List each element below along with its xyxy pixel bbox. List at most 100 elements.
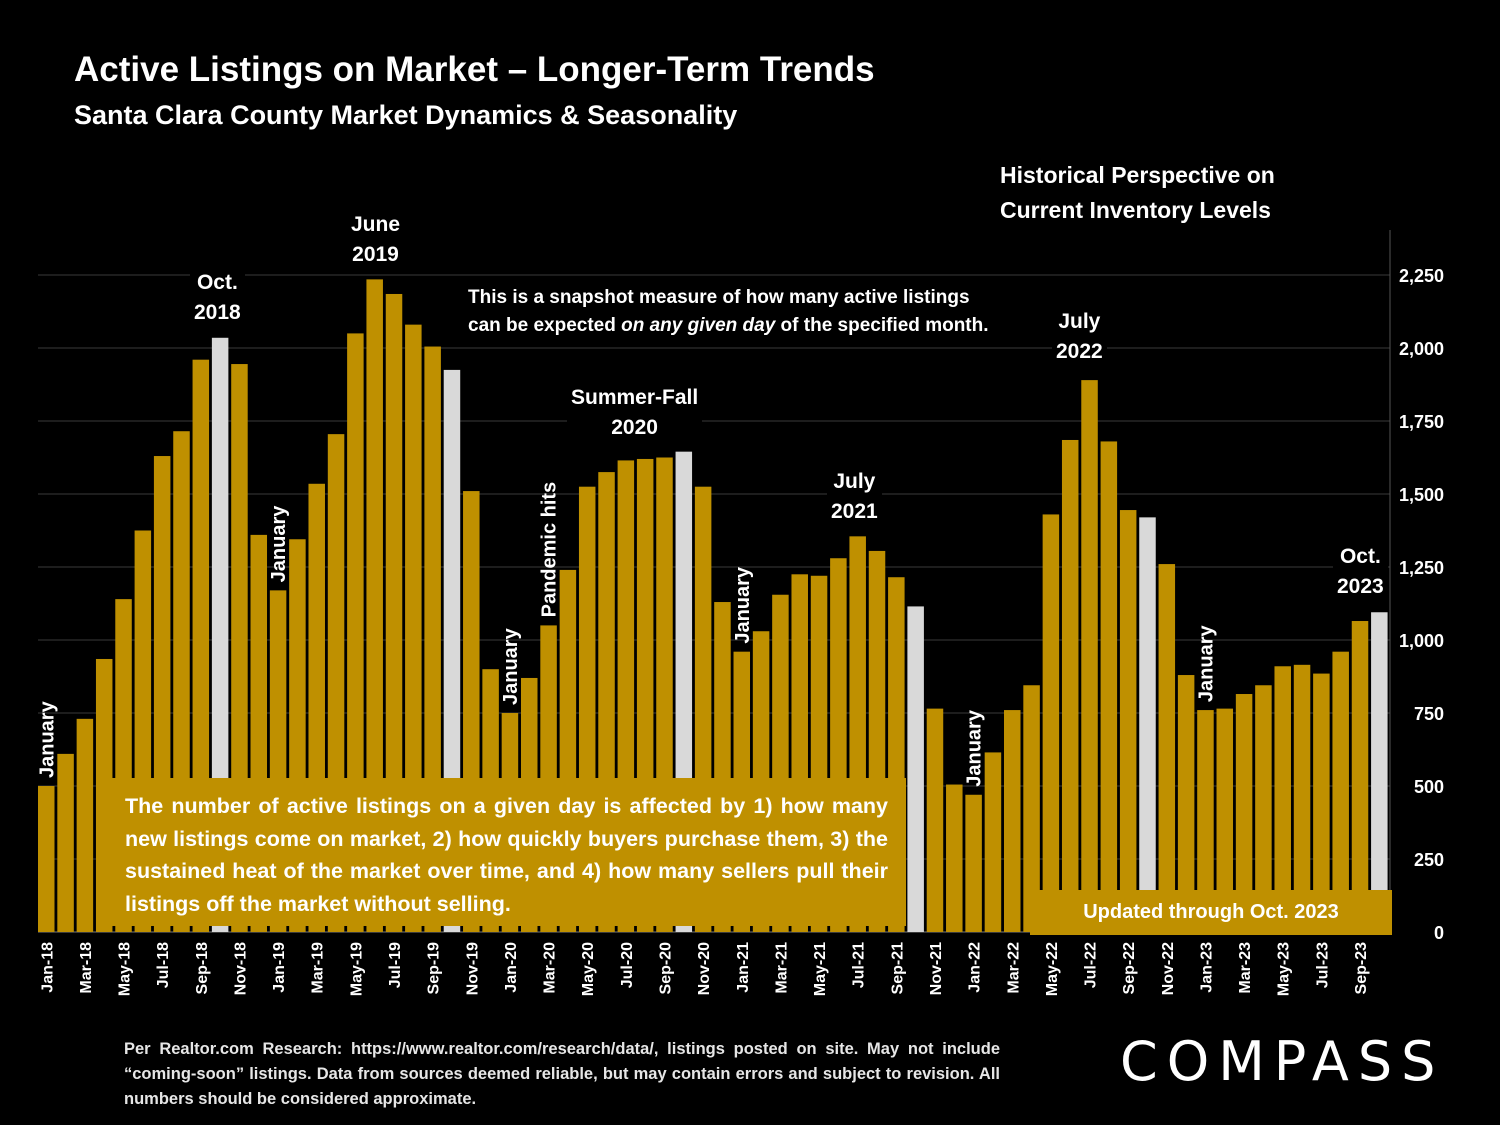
snapshot-line-2-pre: can be expected [468, 315, 622, 336]
bar-jan-18 [38, 786, 55, 932]
bar-mar-18 [76, 718, 94, 932]
bar-jun-19 [366, 279, 383, 932]
perspective-line-1: Historical Perspective on [1000, 162, 1275, 188]
bar-oct-22 [1139, 517, 1156, 932]
x-tick-label: Mar-23 [1237, 942, 1254, 994]
annotation-oct-2023-line-1: Oct. [1339, 545, 1381, 568]
annotation-july-2021-line-2: 2021 [831, 500, 878, 523]
snapshot-line-2-emphasis: on any given day [621, 315, 776, 336]
bar-dec-21 [946, 784, 963, 932]
y-tick-label: 1,750 [1399, 412, 1444, 432]
y-tick-label: 1,500 [1399, 485, 1444, 505]
x-tick-label: Nov-18 [232, 942, 249, 995]
annotation-july-2021: July 2021 [827, 467, 882, 527]
source-footnote: Per Realtor.com Research: https://www.re… [124, 1040, 1000, 1108]
y-tick-label: 500 [1414, 777, 1444, 797]
bar-jun-22 [1061, 439, 1079, 932]
bar-feb-22 [984, 752, 1002, 932]
bar-aug-22 [1100, 441, 1118, 932]
x-tick-label: May-20 [580, 942, 597, 996]
bar-mar-22 [1004, 710, 1021, 932]
annotation-july-2022-line-1: July [1058, 310, 1101, 333]
perspective-line-2: Current Inventory Levels [1000, 197, 1271, 223]
annotation-summer-fall-2020-line-2: 2020 [611, 416, 658, 439]
rotated-annotation-jan-19: January [268, 505, 290, 583]
x-tick-label: Jan-20 [503, 942, 520, 993]
bar-jul-23 [1313, 673, 1330, 932]
annotation-oct-2023-line-2: 2023 [1337, 575, 1384, 598]
y-tick-label: 1,000 [1399, 631, 1444, 651]
page-title: Active Listings on Market – Longer-Term … [74, 50, 875, 89]
x-tick-label: Nov-20 [696, 942, 713, 995]
x-tick-label: May-19 [348, 942, 365, 996]
x-tick-label: Jul-18 [155, 942, 172, 988]
annotation-oct-2018: Oct. 2018 [190, 268, 245, 328]
x-tick-label: Jan-23 [1198, 942, 1215, 993]
x-tick-label: Sep-20 [657, 942, 674, 995]
bar-jan-22 [965, 794, 982, 932]
x-tick-label: Nov-21 [928, 942, 945, 995]
x-axis-ticks: Jan-18 Mar-18 May-18 Jul-18 Sep-18 Nov-18 Jan-… [39, 942, 1370, 996]
annotation-summer-fall-2020-line-1: Summer-Fall [571, 386, 699, 409]
x-tick-label: Jul-23 [1314, 942, 1331, 988]
y-tick-label: 750 [1414, 704, 1444, 724]
x-tick-label: May-22 [1044, 942, 1061, 996]
annotation-june-2019-line-2: 2019 [352, 243, 399, 266]
snapshot-line-1: This is a snapshot measure of how many a… [468, 287, 970, 308]
y-axis-ticks: 0 250 500 750 1,000 1,250 1,500 1,750 2,000 2,250 [1399, 266, 1444, 943]
rotated-annotation-jan-23: January [1195, 624, 1217, 702]
annotation-july-2022: July 2022 [1052, 307, 1107, 367]
x-tick-label: Mar-18 [78, 942, 95, 994]
x-tick-label: May-23 [1276, 942, 1293, 996]
x-tick-label: May-21 [812, 942, 829, 996]
updated-badge: Updated through Oct. 2023 [1030, 890, 1392, 935]
x-tick-label: Jan-18 [39, 942, 56, 993]
bar-feb-23 [1216, 708, 1234, 932]
bar-mar-23 [1235, 694, 1253, 932]
annotation-july-2021-line-1: July [833, 470, 876, 493]
bar-nov-21 [926, 708, 944, 932]
x-tick-label: Jan-19 [271, 942, 288, 993]
x-tick-label: Mar-19 [310, 942, 327, 994]
bar-sep-23 [1351, 621, 1369, 932]
x-tick-label: Nov-19 [464, 942, 481, 995]
snapshot-line-2: can be expected on any given day of the … [468, 312, 989, 340]
x-tick-label: Sep-21 [889, 942, 906, 995]
x-tick-label: Jul-21 [851, 942, 868, 988]
x-tick-label: Mar-21 [773, 942, 790, 994]
x-tick-label: May-18 [117, 942, 134, 996]
annotation-oct-2018-line-1: Oct. [196, 271, 238, 294]
compass-logo: COMPASS [1120, 1030, 1445, 1093]
annotation-june-2019-line-1: June [351, 213, 401, 236]
explanation-box: The number of active listings on a given… [98, 778, 906, 926]
annotation-oct-2018-line-2: 2018 [194, 301, 241, 324]
annotation-june-2019: June 2019 [347, 210, 405, 270]
x-tick-label: Jul-20 [619, 942, 636, 988]
bar-may-23 [1274, 666, 1291, 932]
x-tick-label: Sep-22 [1121, 942, 1138, 995]
bar-aug-23 [1332, 651, 1349, 932]
x-tick-label: Sep-18 [194, 942, 211, 995]
bar-feb-18 [57, 753, 74, 932]
bar-jan-23 [1197, 710, 1214, 932]
x-tick-label: Mar-22 [1005, 942, 1022, 994]
rotated-annotation-jan-20: January [500, 627, 522, 705]
january-labels: January January January Pandemic hits Januar… [36, 482, 1217, 787]
annotation-july-2022-line-2: 2022 [1056, 340, 1103, 363]
rotated-annotation-jan-21: January [732, 566, 754, 644]
x-tick-label: Jul-19 [387, 942, 404, 988]
x-tick-label: Jan-22 [967, 942, 984, 993]
bar-dec-22 [1177, 675, 1195, 932]
rotated-annotation-jan-22: January [964, 709, 986, 787]
y-tick-label: 2,250 [1399, 266, 1444, 286]
y-tick-label: 0 [1434, 923, 1444, 943]
bar-may-22 [1042, 514, 1060, 932]
bar-nov-22 [1158, 564, 1176, 932]
bar-apr-22 [1023, 685, 1040, 932]
snapshot-line-2-post: of the specified month. [775, 315, 989, 336]
rotated-annotation-mar-20: Pandemic hits [539, 482, 561, 618]
bar-apr-23 [1255, 685, 1272, 932]
x-tick-label: Nov-22 [1160, 942, 1177, 995]
bar-sep-22 [1119, 510, 1137, 932]
